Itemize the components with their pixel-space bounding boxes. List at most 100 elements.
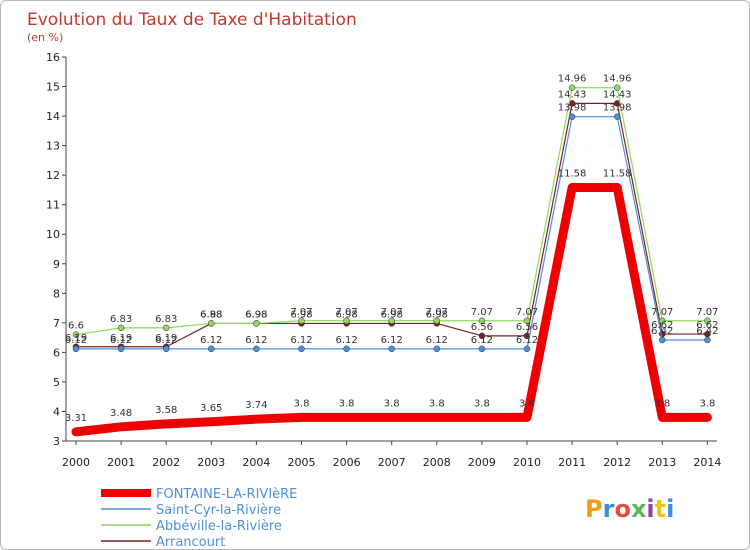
data-label: 3.8: [699, 398, 715, 409]
data-label: 7.07: [335, 307, 357, 318]
data-label: 7.07: [290, 307, 312, 318]
x-tick-label: 2001: [107, 456, 135, 469]
x-tick-label: 2014: [693, 456, 721, 469]
x-tick-label: 2010: [513, 456, 541, 469]
legend-item-arrancourt: Arrancourt: [101, 535, 225, 549]
legend: FONTAINE-LA-RIVIèRE Saint-Cyr-la-Rivière…: [101, 487, 297, 549]
data-label: 3.58: [155, 405, 177, 416]
logo-letter: t: [655, 495, 666, 523]
unit-label: (en %): [27, 31, 63, 44]
data-label: 6.62: [651, 320, 673, 331]
series-line-0: [71, 183, 712, 437]
data-label: 6.56: [516, 322, 538, 333]
series-point-1: [343, 345, 350, 353]
data-label: 6.12: [381, 335, 403, 346]
series-point-2: [388, 317, 395, 325]
series-point-2: [613, 84, 621, 91]
series-point-2: [478, 317, 486, 325]
y-tick-label: 14: [46, 110, 60, 123]
data-label: 6.56: [471, 322, 493, 333]
x-tick-label: 2003: [197, 456, 225, 469]
series-point-2: [704, 317, 711, 325]
data-label: 14.43: [558, 89, 587, 100]
data-label: 3.8: [384, 398, 400, 409]
y-tick-label: 16: [46, 51, 60, 64]
logo-letter: o: [614, 495, 631, 523]
data-label: 6.6: [68, 321, 84, 332]
series-point-1: [478, 345, 486, 353]
y-tick-label: 11: [46, 199, 60, 212]
series-point-1: [117, 345, 125, 353]
data-label: 3.8: [429, 398, 445, 409]
series-point-3: [478, 332, 486, 340]
series-line-2: [75, 87, 709, 336]
series-point-2: [433, 317, 441, 325]
legend-label-saint-cyr: Saint-Cyr-la-Rivière: [156, 503, 281, 518]
series-point-1: [659, 336, 666, 344]
y-tick-label: 15: [46, 81, 60, 94]
data-label: 6.12: [245, 335, 267, 346]
y-tick-label: 12: [46, 169, 60, 182]
data-label: 11.58: [603, 169, 632, 180]
data-label: 6.12: [290, 335, 312, 346]
x-tick-label: 2002: [152, 456, 180, 469]
data-label: 6.12: [426, 335, 448, 346]
data-label: 6.62: [696, 320, 718, 331]
data-label: 3.8: [519, 398, 535, 409]
series-point-2: [659, 317, 666, 325]
x-tick-label: 2007: [378, 456, 406, 469]
legend-label-abbeville: Abbéville-la-Rivière: [156, 519, 282, 534]
series-point-1: [388, 345, 395, 353]
chart-title: Evolution du Taux de Taxe d'Habitation: [27, 10, 357, 30]
series-point-1: [72, 345, 80, 353]
logo-letter: i: [646, 495, 654, 523]
data-label: 6.19: [110, 333, 132, 344]
data-label: 6.98: [381, 309, 403, 320]
data-label: 6.88: [200, 309, 222, 320]
data-label: 3.8: [294, 398, 310, 409]
data-label: 3.65: [200, 403, 222, 414]
data-label: 6.98: [426, 309, 448, 320]
data-label: 6.12: [200, 335, 222, 346]
legend-label-arrancourt: Arrancourt: [156, 535, 225, 549]
y-tick-label: 5: [53, 376, 60, 389]
data-label: 6.12: [110, 335, 132, 346]
legend-item-fontaine: FONTAINE-LA-RIVIèRE: [101, 487, 297, 502]
x-tick-label: 2008: [423, 456, 451, 469]
x-tick-label: 2011: [558, 456, 586, 469]
data-label: 14.96: [603, 74, 632, 85]
data-label: 6.98: [290, 309, 312, 320]
x-tick-label: 2013: [648, 456, 676, 469]
data-label: 3.31: [65, 413, 87, 424]
data-label: 6.42: [696, 326, 718, 337]
legend-item-abbeville: Abbéville-la-Rivière: [101, 519, 282, 534]
series-point-1: [704, 336, 711, 344]
series-point-1: [162, 345, 170, 353]
data-label: 11.58: [558, 169, 587, 180]
logo-letter: x: [631, 495, 647, 523]
data-label: 6.42: [651, 326, 673, 337]
logo-letter: P: [585, 495, 603, 523]
series-point-1: [523, 345, 531, 353]
data-label: 6.98: [335, 309, 357, 320]
data-label: 14.43: [603, 89, 632, 100]
x-tick-label: 2009: [468, 456, 496, 469]
series-point-2: [162, 324, 170, 332]
x-tick-label: 2000: [62, 456, 90, 469]
data-label: 6.12: [155, 335, 177, 346]
data-label: 3.8: [474, 398, 490, 409]
y-tick-label: 9: [53, 258, 60, 271]
legend-item-saint-cyr: Saint-Cyr-la-Rivière: [101, 503, 281, 518]
data-label: 6.19: [65, 333, 87, 344]
series-point-1: [613, 113, 621, 120]
y-ticks: 3 4 5 6 7 8 9 10 11 12 13 14 15 16: [46, 51, 66, 448]
data-label: 7.07: [426, 307, 448, 318]
y-tick-label: 6: [53, 346, 60, 359]
x-tick-label: 2005: [288, 456, 316, 469]
x-tick-label: 2006: [333, 456, 361, 469]
data-label: 3.74: [245, 400, 267, 411]
logo-letter: r: [603, 495, 615, 523]
data-label: 13.98: [603, 103, 632, 114]
